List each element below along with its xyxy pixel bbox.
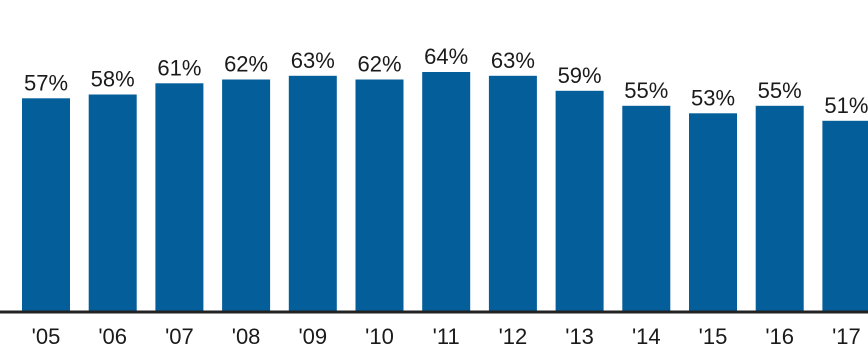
bar-value-label: 58% bbox=[91, 67, 135, 92]
bar bbox=[222, 79, 271, 312]
x-tick-label: '10 bbox=[365, 324, 394, 349]
bar bbox=[822, 120, 868, 313]
bar-value-label: 55% bbox=[624, 78, 668, 103]
bar bbox=[288, 75, 337, 313]
bar bbox=[22, 98, 70, 313]
x-tick-label: '17 bbox=[832, 324, 861, 349]
bar-value-label: 59% bbox=[558, 63, 602, 88]
bars-group bbox=[22, 72, 868, 313]
x-tick-labels-group: '05 '06 '07 '08 '09 '10 '11 '12 '13 '14 '15 '16 '17 bbox=[32, 324, 861, 349]
bar-value-label: 64% bbox=[424, 44, 468, 69]
bar bbox=[555, 90, 604, 313]
data-labels-group: 57% 58% 61% 62% 63% 62% 64% 63% 59% 55% 53% 55% 51% bbox=[24, 44, 868, 118]
bar bbox=[689, 113, 737, 313]
bar-value-label: 51% bbox=[824, 93, 868, 118]
bar bbox=[88, 94, 137, 312]
bar bbox=[488, 75, 537, 313]
bar-value-label: 63% bbox=[491, 48, 535, 73]
bar bbox=[355, 79, 404, 312]
bar-value-label: 55% bbox=[758, 78, 802, 103]
bar-value-label: 62% bbox=[224, 52, 268, 77]
x-tick-label: '12 bbox=[499, 324, 528, 349]
x-tick-label: '06 bbox=[98, 324, 127, 349]
x-tick-label: '05 bbox=[32, 324, 61, 349]
bar-value-label: 57% bbox=[24, 70, 68, 95]
bar bbox=[422, 72, 471, 312]
x-tick-label: '13 bbox=[565, 324, 594, 349]
bar-value-label: 63% bbox=[291, 48, 335, 73]
x-tick-label: '07 bbox=[165, 324, 194, 349]
bar-value-label: 53% bbox=[691, 85, 735, 110]
bar bbox=[622, 105, 671, 313]
bar bbox=[155, 83, 204, 313]
x-tick-label: '14 bbox=[632, 324, 661, 349]
bar-value-label: 61% bbox=[157, 55, 201, 80]
x-tick-label: '11 bbox=[433, 324, 460, 349]
x-tick-label: '15 bbox=[699, 324, 728, 349]
bar bbox=[755, 105, 804, 313]
bar-value-label: 62% bbox=[357, 52, 401, 77]
x-tick-label: '16 bbox=[765, 324, 794, 349]
x-tick-label: '08 bbox=[232, 324, 261, 349]
x-tick-label: '09 bbox=[298, 324, 327, 349]
